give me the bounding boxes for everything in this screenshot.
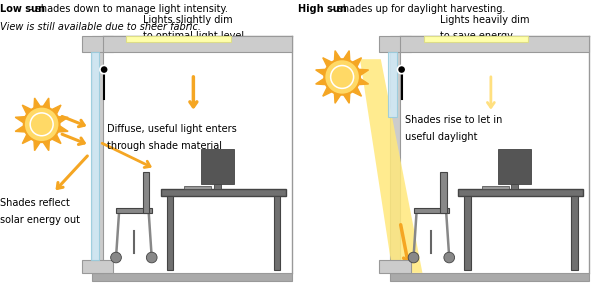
Bar: [82, 36, 113, 52]
Circle shape: [397, 65, 406, 74]
Text: to save energy: to save energy: [440, 31, 513, 41]
Text: Lights slightly dim: Lights slightly dim: [143, 15, 233, 25]
Bar: [82, 260, 113, 273]
Polygon shape: [316, 51, 368, 103]
Bar: [380, 260, 411, 273]
Circle shape: [331, 66, 353, 88]
Bar: [103, 36, 292, 273]
Bar: [201, 149, 233, 184]
Circle shape: [100, 65, 108, 74]
Text: solar energy out: solar energy out: [0, 215, 80, 225]
Text: High sun: High sun: [298, 4, 346, 15]
Bar: [390, 36, 400, 273]
Text: Lights heavily dim: Lights heavily dim: [440, 15, 530, 25]
Bar: [400, 36, 589, 273]
Bar: [274, 196, 280, 270]
Bar: [458, 189, 583, 196]
Circle shape: [24, 107, 60, 142]
Text: View is still available due to sheer fabric.: View is still available due to sheer fab…: [0, 22, 201, 32]
Text: - shades down to manage light intensity.: - shades down to manage light intensity.: [26, 4, 228, 15]
Circle shape: [408, 252, 419, 263]
Circle shape: [111, 252, 121, 263]
Bar: [116, 208, 152, 213]
Bar: [143, 172, 149, 213]
Bar: [440, 172, 447, 213]
Circle shape: [31, 114, 52, 135]
Bar: [424, 36, 528, 42]
Bar: [400, 36, 589, 52]
Circle shape: [146, 252, 157, 263]
Text: Shades reflect: Shades reflect: [0, 198, 70, 208]
Text: - shades up for daylight harvesting.: - shades up for daylight harvesting.: [328, 4, 506, 15]
Bar: [464, 196, 471, 270]
Bar: [167, 196, 173, 270]
Circle shape: [324, 59, 360, 95]
Bar: [511, 184, 518, 189]
Bar: [184, 186, 211, 189]
Bar: [91, 52, 99, 260]
Bar: [161, 189, 286, 196]
Bar: [103, 36, 292, 52]
Bar: [92, 36, 103, 273]
Text: through shade material: through shade material: [107, 141, 222, 151]
Bar: [414, 208, 449, 213]
Bar: [127, 36, 231, 42]
Bar: [482, 186, 509, 189]
Text: Diffuse, useful light enters: Diffuse, useful light enters: [107, 124, 237, 134]
Bar: [571, 196, 578, 270]
Text: useful daylight: useful daylight: [405, 132, 477, 142]
Polygon shape: [360, 59, 422, 273]
Circle shape: [444, 252, 455, 263]
Text: to optimal light level: to optimal light level: [143, 31, 244, 41]
Bar: [499, 149, 531, 184]
Bar: [390, 273, 589, 281]
Bar: [92, 273, 292, 281]
Bar: [214, 184, 221, 189]
Polygon shape: [15, 98, 68, 151]
Bar: [389, 52, 396, 117]
Circle shape: [329, 64, 355, 90]
Text: Low sun: Low sun: [0, 4, 45, 15]
Bar: [380, 36, 411, 52]
Text: Shades rise to let in: Shades rise to let in: [405, 115, 502, 126]
Circle shape: [29, 111, 55, 137]
